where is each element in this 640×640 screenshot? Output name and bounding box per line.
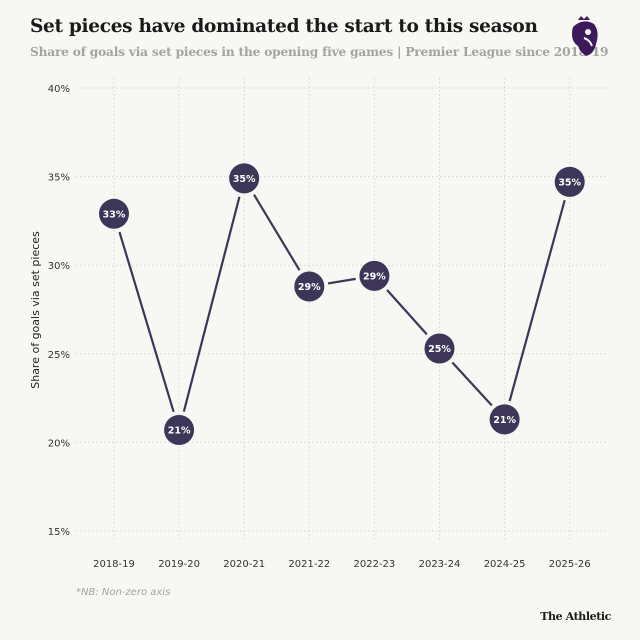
brand-logo: The Athletic	[540, 610, 611, 623]
data-point-marker	[99, 198, 129, 229]
series-line-segment	[182, 196, 241, 412]
data-point-marker	[229, 163, 260, 194]
series-line-segment	[386, 289, 428, 336]
series-line-segment	[118, 231, 175, 413]
chart-subtitle: Share of goals via set pieces in the ope…	[30, 45, 609, 59]
x-tick-label: 2021-22	[288, 559, 330, 570]
data-point-marker	[424, 333, 455, 364]
series-line-segment	[508, 199, 566, 402]
y-tick-label: 40%	[48, 84, 70, 95]
x-tick-label: 2019-20	[158, 559, 200, 570]
premier-league-logo	[572, 16, 598, 56]
series-line-segment	[451, 361, 493, 407]
data-label: 29%	[298, 282, 321, 293]
y-tick-label: 30%	[48, 261, 70, 272]
data-point-marker	[164, 414, 195, 445]
data-point-marker	[294, 271, 325, 302]
series-line-segment	[327, 277, 356, 285]
x-tick-label: 2018-19	[93, 559, 135, 570]
x-tick-label: 2023-24	[419, 559, 461, 570]
data-label: 35%	[558, 177, 581, 188]
x-tick-label: 2022-23	[354, 559, 396, 570]
y-tick-label: 20%	[48, 438, 70, 449]
data-point-marker	[554, 166, 585, 197]
data-label: 29%	[363, 271, 386, 282]
data-point-marker	[359, 260, 390, 291]
x-tick-label: 2025-26	[549, 559, 591, 570]
footnote: *NB: Non-zero axis	[76, 587, 171, 598]
data-label: 21%	[168, 425, 191, 436]
data-label: 33%	[103, 209, 126, 220]
x-tick-label: 2020-21	[223, 559, 265, 570]
y-axis-title: Share of goals via set pieces	[29, 231, 42, 389]
y-tick-label: 35%	[48, 173, 70, 184]
y-tick-label: 25%	[48, 350, 70, 361]
data-label: 21%	[493, 415, 516, 426]
y-tick-label: 15%	[48, 527, 70, 538]
chart-title: Set pieces have dominated the start to t…	[30, 16, 538, 37]
data-label: 25%	[428, 344, 451, 355]
data-point-marker	[489, 404, 520, 435]
data-label: 35%	[233, 174, 256, 185]
x-tick-label: 2024-25	[484, 559, 526, 570]
series-line-segment	[253, 194, 301, 271]
